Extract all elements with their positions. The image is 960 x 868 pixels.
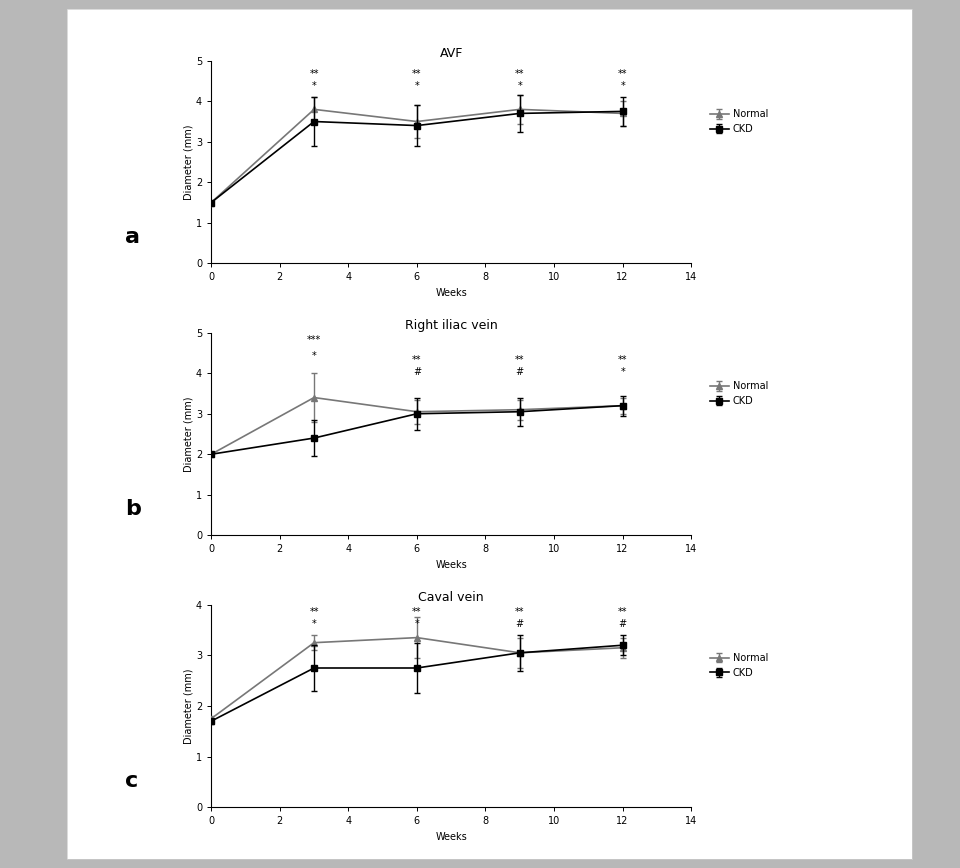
Text: **: ** — [618, 355, 628, 365]
Text: *: * — [517, 81, 522, 91]
X-axis label: Weeks: Weeks — [435, 288, 468, 298]
Text: **: ** — [515, 608, 524, 617]
Text: *: * — [312, 81, 317, 91]
Text: *: * — [415, 81, 420, 91]
X-axis label: Weeks: Weeks — [435, 560, 468, 570]
Legend: Normal, CKD: Normal, CKD — [706, 105, 772, 138]
Text: *: * — [312, 619, 317, 629]
Text: **: ** — [412, 69, 421, 79]
Text: #: # — [618, 619, 627, 629]
X-axis label: Weeks: Weeks — [435, 832, 468, 842]
Text: a: a — [125, 227, 140, 247]
Text: *: * — [620, 367, 625, 378]
Text: #: # — [516, 619, 524, 629]
Text: *: * — [620, 81, 625, 91]
Text: *: * — [312, 351, 317, 361]
Title: Right iliac vein: Right iliac vein — [405, 319, 497, 332]
Text: *: * — [415, 619, 420, 629]
Y-axis label: Diameter (mm): Diameter (mm) — [183, 397, 193, 471]
Text: **: ** — [309, 608, 319, 617]
Text: **: ** — [515, 69, 524, 79]
Title: AVF: AVF — [440, 47, 463, 60]
Text: ***: *** — [307, 335, 322, 345]
Text: **: ** — [412, 355, 421, 365]
Text: c: c — [125, 771, 138, 791]
Text: #: # — [413, 367, 421, 378]
Text: **: ** — [618, 69, 628, 79]
Text: b: b — [125, 499, 141, 519]
Y-axis label: Diameter (mm): Diameter (mm) — [183, 668, 193, 744]
Legend: Normal, CKD: Normal, CKD — [706, 378, 772, 410]
Text: **: ** — [515, 355, 524, 365]
Text: **: ** — [309, 69, 319, 79]
Legend: Normal, CKD: Normal, CKD — [706, 649, 772, 681]
Text: #: # — [516, 367, 524, 378]
Title: Caval vein: Caval vein — [419, 590, 484, 603]
Y-axis label: Diameter (mm): Diameter (mm) — [183, 124, 193, 200]
Text: **: ** — [412, 608, 421, 617]
Text: **: ** — [618, 608, 628, 617]
